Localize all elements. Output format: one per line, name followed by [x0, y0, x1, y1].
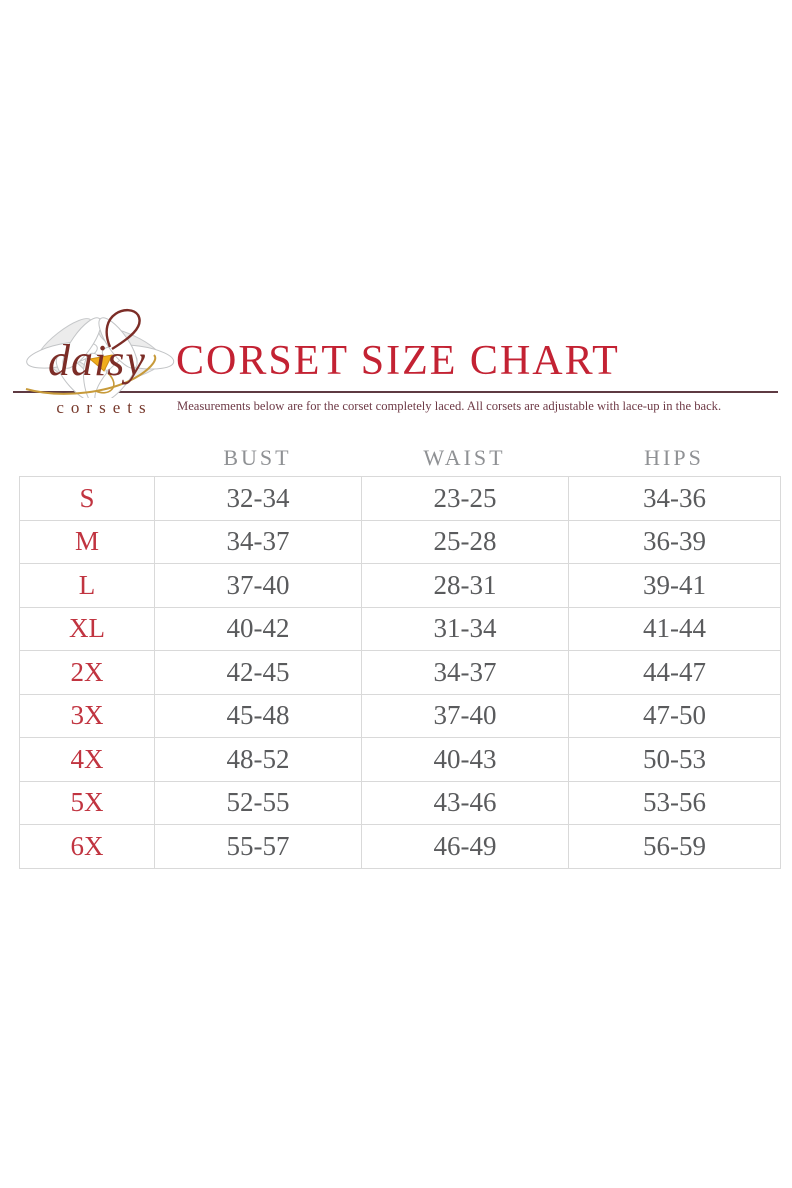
table-row: 4X 48-52 40-43 50-53 [19, 737, 781, 782]
daisy-flower-icon: daisy [25, 308, 175, 398]
bust-value: 37-40 [154, 563, 362, 608]
hips-value: 56-59 [568, 824, 781, 869]
hips-value: 47-50 [568, 693, 781, 738]
size-table: S 32-34 23-25 34-36 M 34-37 25-28 36-39 … [19, 476, 781, 869]
size-label: M [19, 519, 155, 564]
title-divider [13, 391, 778, 393]
table-row: 2X 42-45 34-37 44-47 [19, 650, 781, 695]
waist-value: 31-34 [361, 606, 569, 651]
table-row: XL 40-42 31-34 41-44 [19, 606, 781, 651]
brand-wordmark: corsets [56, 398, 153, 417]
table-row: M 34-37 25-28 36-39 [19, 519, 781, 564]
brand-script-text: daisy [48, 336, 146, 385]
bust-value: 55-57 [154, 824, 362, 869]
hips-value: 39-41 [568, 563, 781, 608]
size-label: 3X [19, 693, 155, 738]
size-label: L [19, 563, 155, 608]
table-row: S 32-34 23-25 34-36 [19, 476, 781, 521]
subtitle-note: Measurements below are for the corset co… [177, 399, 722, 413]
hips-value: 53-56 [568, 780, 781, 825]
size-label: 4X [19, 737, 155, 782]
brand-logo: daisy corsets [12, 303, 177, 423]
bust-value: 42-45 [154, 650, 362, 695]
bust-value: 34-37 [154, 519, 362, 564]
table-row: 3X 45-48 37-40 47-50 [19, 693, 781, 738]
bust-value: 48-52 [154, 737, 362, 782]
column-header-hips: HIPS [644, 445, 704, 470]
hips-value: 50-53 [568, 737, 781, 782]
table-row: 5X 52-55 43-46 53-56 [19, 780, 781, 825]
bust-value: 45-48 [154, 693, 362, 738]
bust-value: 32-34 [154, 476, 362, 521]
size-label: S [19, 476, 155, 521]
hips-value: 36-39 [568, 519, 781, 564]
bust-value: 52-55 [154, 780, 362, 825]
waist-value: 34-37 [361, 650, 569, 695]
waist-value: 25-28 [361, 519, 569, 564]
table-row: L 37-40 28-31 39-41 [19, 563, 781, 608]
hips-value: 34-36 [568, 476, 781, 521]
size-label: XL [19, 606, 155, 651]
waist-value: 40-43 [361, 737, 569, 782]
column-header-bust: BUST [223, 445, 292, 470]
size-label: 5X [19, 780, 155, 825]
waist-value: 37-40 [361, 693, 569, 738]
page-title: CORSET SIZE CHART [176, 338, 620, 384]
waist-value: 23-25 [361, 476, 569, 521]
waist-value: 28-31 [361, 563, 569, 608]
bust-value: 40-42 [154, 606, 362, 651]
hips-value: 41-44 [568, 606, 781, 651]
waist-value: 43-46 [361, 780, 569, 825]
size-label: 6X [19, 824, 155, 869]
size-label: 2X [19, 650, 155, 695]
hips-value: 44-47 [568, 650, 781, 695]
table-row: 6X 55-57 46-49 56-59 [19, 824, 781, 869]
waist-value: 46-49 [361, 824, 569, 869]
column-header-waist: WAIST [423, 445, 506, 470]
